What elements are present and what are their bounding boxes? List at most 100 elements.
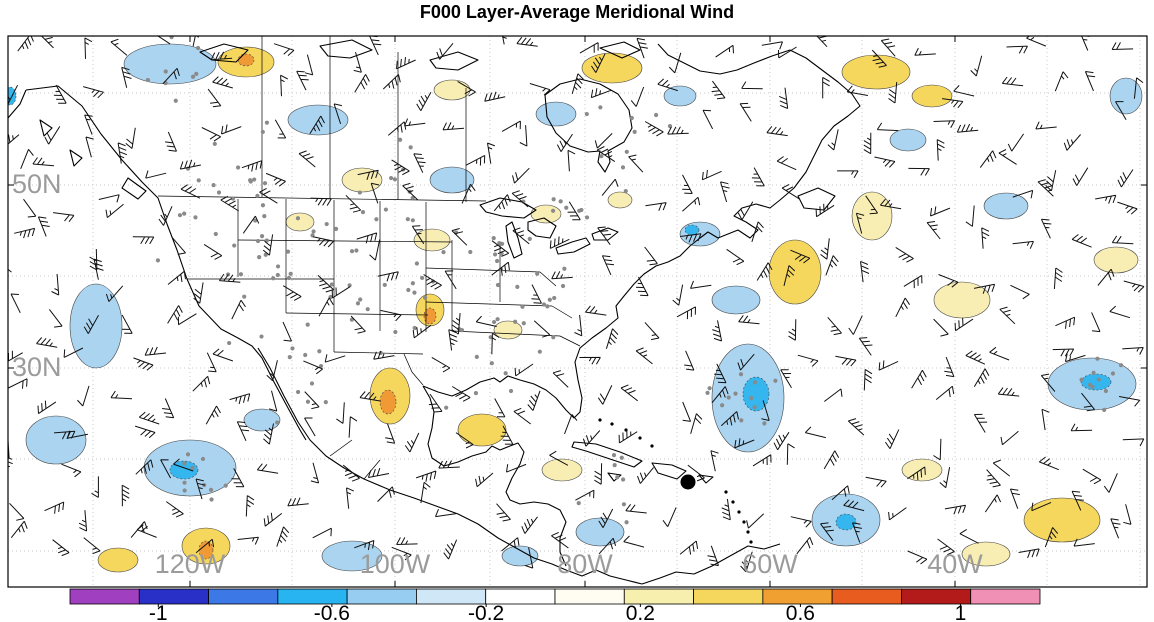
stipple-dot [208,487,214,492]
wind-barb [144,346,167,356]
wind-barb [1084,71,1096,92]
wind-barb [1006,45,1028,54]
positive-region [285,212,315,232]
wind-barb [644,121,664,137]
stipple-dot [547,297,552,302]
wind-barb [8,268,12,273]
wind-barb [404,118,426,127]
shading-layer [8,43,1143,573]
wind-barb [989,346,1010,361]
coastline [651,462,687,480]
stipple-dot [227,340,232,346]
stipple-dot [290,346,295,351]
state-border [329,439,353,457]
stipple-dot [252,177,257,182]
wind-barb [590,88,612,99]
stipple-dot [726,395,731,400]
wind-barb [907,466,926,481]
wind-barb [17,36,34,52]
wind-barb [1052,348,1075,357]
stipple-dot [255,193,260,198]
wind-barb [628,154,644,173]
wind-barb [493,194,511,212]
wind-barb [601,255,615,276]
state-border [539,271,557,287]
wind-barb [1031,501,1052,512]
stipple-dot [444,405,449,410]
wind-barb [970,55,983,77]
negative-core [742,376,770,412]
wind-barb [391,159,410,176]
coastline [599,41,641,59]
state-border [363,459,381,480]
wind-barb [579,42,599,54]
wind-barb [171,236,186,255]
stipple-dot [410,218,415,223]
wind-barb [790,249,811,264]
wind-barb [263,512,283,527]
island-dot [746,530,750,534]
wind-barb [822,76,830,99]
wind-barb [221,124,242,135]
stipple-dot [707,386,712,391]
stipple-dot [624,149,629,154]
stipple-dot [560,283,566,289]
wind-barb [354,74,370,93]
wind-barb [835,355,857,367]
island-dot [610,422,614,426]
wind-barb [220,195,239,212]
wind-barb [121,484,130,507]
lon-label: 60W [742,549,798,579]
wind-barb [738,315,760,325]
wind-barb [455,432,474,449]
stipple-dot [422,295,428,300]
wind-barb [1071,234,1092,248]
stipple-dot [629,115,634,121]
wind-barb [423,274,442,290]
negative-core [1080,373,1112,391]
wind-barb [44,501,65,514]
wind-barb [625,504,647,514]
stipple-dot [420,275,425,281]
wind-barb [36,337,58,348]
wind-barb [644,246,658,266]
wind-barb [350,315,366,334]
stipple-dot [216,190,222,195]
stipple-dot [173,98,178,103]
wind-barb [711,80,726,100]
island-dot [638,436,642,440]
island-dot [650,444,654,448]
wind-barb [377,271,399,282]
coastline [571,441,643,468]
positive-region [901,458,943,482]
stipple-dot [360,210,366,215]
wind-barb [874,156,896,168]
wind-barb [667,126,689,135]
wind-barb [984,494,1002,513]
wind-barb [61,463,82,478]
wind-barb [105,203,124,218]
wind-barb [876,122,899,132]
stipple-dot [260,129,265,135]
island-dot [731,500,735,504]
stipple-dot [521,321,526,326]
wind-barb [167,305,183,324]
stipple-dot [164,22,168,26]
stipple-dot [653,112,659,118]
wind-barb [790,516,812,528]
stipple-dot [286,275,292,281]
negative-region [123,43,217,85]
stipple-dot [611,453,617,458]
colorbar-segment [693,588,764,605]
wind-barb [601,178,619,196]
wind-barb [53,84,67,104]
stipple-dot [545,304,550,309]
stipple-dot [232,243,237,248]
wind-barb [965,350,986,365]
wind-barb [179,159,201,170]
wind-barb [312,527,332,539]
wind-barb [465,154,486,166]
wind-barb [711,386,729,404]
wind-barb [105,285,124,302]
